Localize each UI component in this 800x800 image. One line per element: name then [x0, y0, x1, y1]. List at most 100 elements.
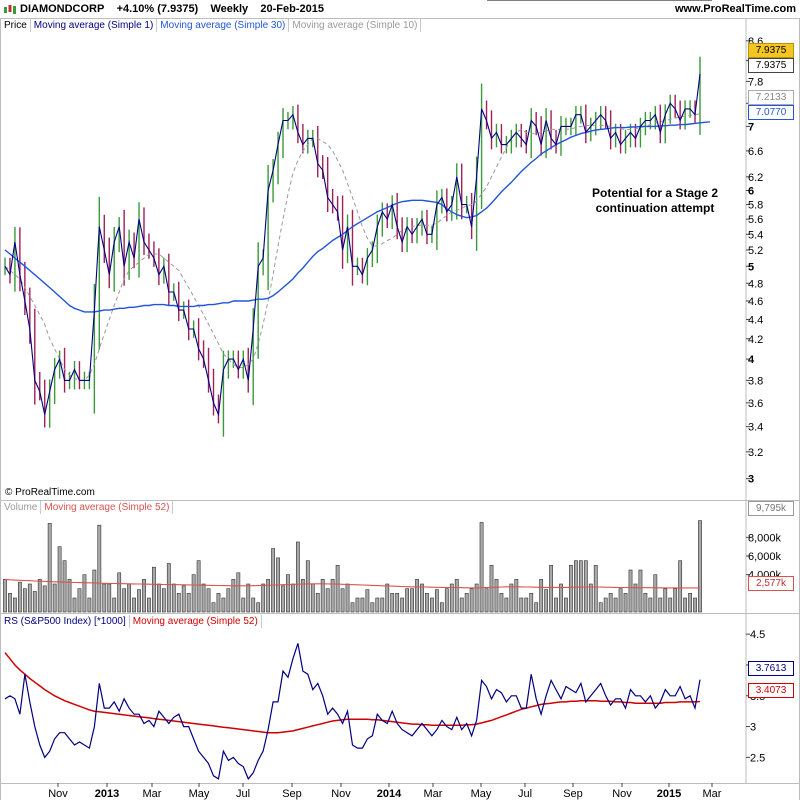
panel-frame [0, 613, 800, 784]
rs-ma-badge: 3.4073 [748, 683, 794, 698]
x-tick-label: Nov [331, 788, 351, 800]
volume-bar [52, 583, 57, 613]
volume-bar [102, 583, 107, 613]
volume-legend: Volume Moving average (Simple 52) [1, 501, 174, 514]
volume-bar [176, 593, 181, 613]
ticker-symbol: DIAMONDCORP [20, 3, 105, 15]
volume-bar [286, 574, 290, 613]
volume-bar [420, 583, 424, 613]
ma1-line [4, 74, 701, 417]
x-tick-label: Mar [424, 788, 443, 800]
volume-bar [439, 602, 444, 613]
annotation-line-1: Potential for a Stage 2 [591, 186, 719, 200]
volume-bar [107, 583, 112, 613]
volume-bar [370, 602, 375, 613]
volume-bar [489, 565, 494, 613]
x-tick-label: May [189, 788, 210, 800]
volume-bar [405, 588, 410, 613]
x-tick-label: Sep [282, 788, 302, 800]
volume-bar [246, 583, 251, 613]
volume-bar [390, 593, 395, 613]
annotation-line-2: continuation attempt [595, 201, 715, 215]
volume-bar [271, 548, 275, 613]
legend-price[interactable]: Price [1, 19, 31, 32]
volume-bar [62, 560, 67, 613]
legend-rs-ma52[interactable]: Moving average (Simple 52) [130, 615, 262, 628]
volume-bar [663, 588, 668, 613]
ma10-line [4, 113, 701, 381]
volume-bar [653, 574, 658, 613]
volume-bar [474, 583, 479, 613]
site-url[interactable]: www.ProRealTime.com [674, 3, 796, 15]
volume-tick-label: 8,000k [748, 532, 782, 544]
volume-bar [504, 597, 509, 613]
volume-bar [32, 591, 37, 613]
volume-bar [519, 597, 524, 613]
volume-bar [534, 602, 539, 613]
volume-bar [509, 583, 514, 613]
volume-bar [132, 597, 136, 613]
volume-bar [688, 593, 692, 613]
rs-badge: 3.7613 [748, 661, 794, 676]
volume-bar [593, 565, 598, 613]
volume-bar [375, 597, 380, 613]
volume-bar [395, 593, 400, 613]
volume-bar [241, 597, 246, 613]
volume-bar [539, 579, 544, 613]
price-tick-label: 5.2 [748, 245, 763, 257]
volume-bar [251, 597, 256, 613]
volume-bar [499, 593, 504, 613]
volume-bar [603, 597, 608, 613]
volume-bar [340, 588, 345, 613]
legend-ma30[interactable]: Moving average (Simple 30) [157, 19, 290, 32]
panel-frame [0, 18, 800, 501]
volume-bar [464, 593, 469, 613]
volume-bar [598, 602, 603, 613]
x-tick-label: Jul [518, 788, 532, 800]
price-tick-label: 6.2 [748, 172, 763, 184]
volume-bar [350, 602, 355, 613]
last-price-badge: 7.9375 [748, 43, 794, 58]
volume-bar [613, 597, 618, 613]
volume-bar [166, 563, 171, 613]
volume-bar [261, 583, 266, 613]
title-bar: DIAMONDCORP +4.10% (7.9375) Weekly 20-Fe… [0, 0, 800, 18]
price-tick-label: 7 [748, 121, 754, 133]
price-tick-label: 6 [748, 185, 754, 197]
legend-ma1[interactable]: Moving average (Simple 1) [31, 19, 158, 32]
volume-bar [544, 589, 549, 613]
legend-volume[interactable]: Volume [1, 501, 42, 514]
volume-bar [142, 579, 146, 613]
volume-bar [608, 593, 613, 613]
x-tick-label: Jul [236, 788, 250, 800]
chart-annotation: Potential for a Stage 2 continuation att… [565, 186, 745, 216]
volume-bar [295, 541, 300, 613]
x-tick-label: Nov [48, 788, 68, 800]
volume-bar [3, 579, 7, 613]
volume-bar [638, 569, 643, 613]
volume-bar [305, 560, 310, 613]
volume-bar [27, 583, 32, 613]
volume-bar [191, 574, 196, 613]
volume-ma-badge: 2,577k [748, 576, 794, 591]
volume-bar [569, 565, 573, 613]
ma10-badge: 7.2133 [748, 90, 794, 105]
volume-bar [320, 579, 325, 613]
x-tick-label: Mar [703, 788, 722, 800]
x-tick-label: May [471, 788, 492, 800]
volume-bar [92, 569, 97, 613]
volume-bar [618, 588, 623, 613]
legend-volume-ma52[interactable]: Moving average (Simple 52) [41, 501, 174, 514]
legend-rs[interactable]: RS (S&P500 Index) [*1000] [1, 615, 130, 628]
rs-line [4, 643, 701, 781]
volume-bar [47, 523, 52, 613]
legend-ma10[interactable]: Moving average (Simple 10) [289, 19, 422, 32]
volume-bar [310, 583, 315, 613]
price-tick-label: 5 [748, 261, 754, 273]
volume-bar [256, 602, 261, 613]
volume-bar [216, 593, 221, 613]
volume-bar [360, 597, 365, 613]
volume-bar [231, 579, 236, 613]
period-label: Weekly [210, 3, 249, 15]
volume-bar [97, 524, 102, 613]
